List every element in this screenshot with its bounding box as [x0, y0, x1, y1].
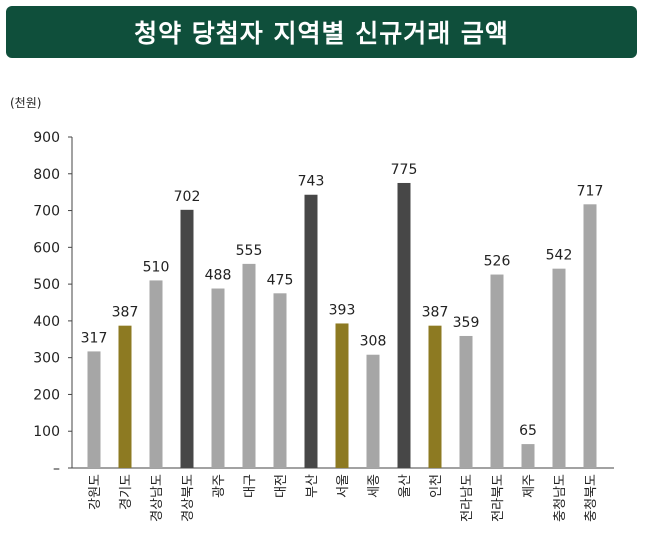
bar-7	[273, 293, 287, 468]
data-label: 393	[329, 302, 356, 318]
bar-15	[521, 444, 535, 468]
y-tick-label: 800	[33, 167, 60, 183]
data-label: 317	[81, 330, 108, 346]
bar-10	[366, 354, 380, 468]
y-tick-label-zero: –	[53, 461, 60, 477]
y-tick-label: 500	[33, 277, 60, 293]
bar-11	[397, 182, 411, 468]
data-label: 743	[298, 174, 325, 190]
x-tick-label: 광주	[212, 474, 227, 498]
x-tick-label: 제주	[522, 474, 537, 498]
chart-title-bar: 청약 당첨자 지역별 신규거래 금액	[6, 6, 637, 58]
bar-6	[242, 263, 256, 468]
data-label: 308	[360, 334, 387, 350]
x-tick-label: 충청남도	[553, 474, 568, 522]
data-label: 775	[391, 162, 418, 178]
x-tick-label: 인천	[429, 474, 444, 498]
data-label: 717	[577, 183, 604, 199]
x-tick-label: 서울	[336, 474, 351, 498]
x-tick-label: 충청북도	[584, 474, 599, 522]
data-label: 387	[112, 305, 139, 321]
x-tick-label: 세종	[367, 474, 382, 498]
bar-16	[552, 268, 566, 468]
bar-8	[304, 194, 318, 469]
bar-14	[490, 274, 504, 468]
bar-5	[211, 288, 225, 468]
x-tick-label: 경기도	[119, 474, 134, 510]
y-tick-label: 900	[33, 130, 60, 146]
data-label: 359	[453, 315, 480, 331]
x-tick-label: 대구	[243, 474, 258, 498]
y-tick-label: 700	[33, 204, 60, 220]
bar-17	[583, 204, 597, 468]
data-label: 65	[519, 423, 537, 439]
x-tick-label: 전라북도	[491, 474, 506, 522]
bar-4	[180, 209, 194, 468]
x-tick-label: 강원도	[88, 474, 103, 510]
y-tick-label: 300	[33, 351, 60, 367]
bar-13	[459, 335, 473, 468]
data-label: 475	[267, 272, 294, 288]
data-label: 510	[143, 259, 170, 275]
y-tick-label: 600	[33, 240, 60, 256]
x-tick-label: 경상북도	[181, 474, 196, 522]
y-tick-label: 100	[33, 424, 60, 440]
x-tick-label: 전라남도	[460, 474, 475, 522]
x-tick-label: 울산	[398, 474, 413, 498]
bar-12	[428, 325, 442, 468]
x-tick-label: 부산	[305, 474, 320, 498]
x-tick-label: 경상남도	[150, 474, 165, 522]
y-unit-label: (천원)	[10, 95, 41, 110]
chart-title: 청약 당첨자 지역별 신규거래 금액	[134, 19, 509, 48]
y-tick-label: 200	[33, 387, 60, 403]
bar-2	[118, 325, 132, 468]
data-label: 555	[236, 243, 263, 259]
data-label: 387	[422, 305, 449, 321]
x-tick-label: 대전	[274, 474, 289, 498]
y-tick-label: 400	[33, 314, 60, 330]
data-label: 702	[174, 189, 201, 205]
bar-9	[335, 323, 349, 468]
data-label: 526	[484, 254, 511, 270]
bar-1	[87, 351, 101, 468]
data-label: 542	[546, 248, 573, 264]
bar-3	[149, 280, 163, 468]
data-label: 488	[205, 268, 232, 284]
